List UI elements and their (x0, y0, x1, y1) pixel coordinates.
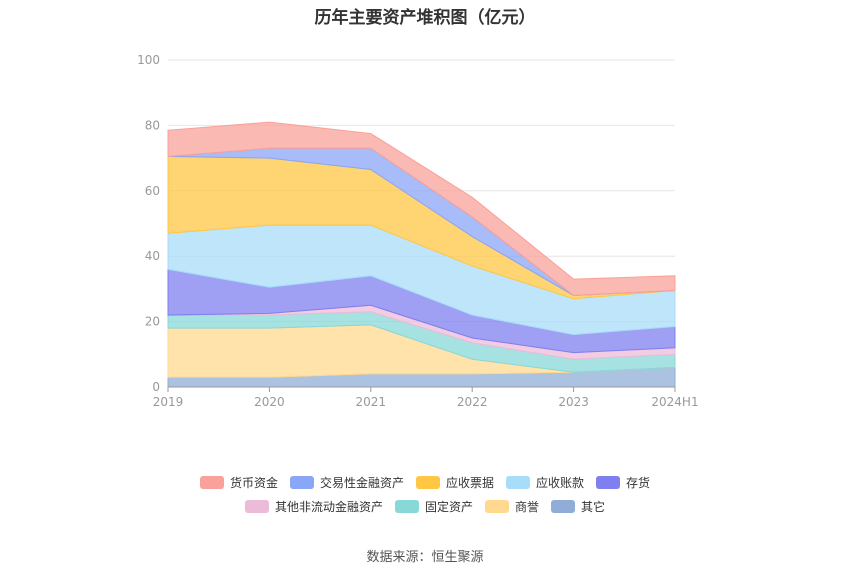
x-tick-label: 2020 (254, 395, 285, 409)
y-tick-label: 60 (145, 184, 160, 198)
legend-row: 货币资金 交易性金融资产 应收票据 应收账款 存货 (0, 474, 850, 491)
legend-label: 应收账款 (536, 476, 585, 490)
x-tick-label: 2023 (558, 395, 589, 409)
x-tick-label: 2021 (356, 395, 387, 409)
legend-label: 商誉 (515, 500, 540, 514)
legend-item[interactable]: 商誉 (485, 498, 539, 515)
y-tick-label: 0 (152, 380, 160, 394)
source-note: 数据来源：恒生聚源 (366, 550, 484, 565)
legend-item[interactable]: 应收票据 (415, 474, 494, 491)
legend-item[interactable]: 应收账款 (506, 474, 584, 491)
legend-swatch (289, 476, 314, 489)
chart-title: 历年主要资产堆积图（亿元） (314, 8, 536, 28)
stacked-area-chart: 0 20 40 60 80 100 2019 2020 2021 2022 2023 2024H1 (137, 53, 699, 409)
legend-label: 货币资金 (229, 476, 278, 490)
legend-item[interactable]: 存货 (596, 474, 650, 491)
legend-swatch (596, 476, 621, 489)
x-tick-label: 2024H1 (651, 395, 698, 409)
area-series (167, 121, 676, 388)
legend-label: 交易性金融资产 (319, 476, 404, 490)
legend-label: 其他非流动金融资产 (274, 500, 383, 514)
legend-label: 应收票据 (445, 476, 494, 490)
y-tick-label: 80 (145, 118, 160, 132)
axes: 0 20 40 60 80 100 2019 2020 2021 2022 2023 2024H1 (137, 53, 699, 409)
y-tick-label: 40 (145, 249, 160, 263)
x-tick-label: 2019 (153, 395, 184, 409)
legend-item[interactable]: 其它 (551, 498, 605, 515)
legend-item[interactable]: 固定资产 (394, 498, 473, 515)
legend-label: 其它 (581, 500, 606, 514)
legend-item[interactable]: 交易性金融资产 (289, 474, 404, 491)
y-tick-label: 100 (137, 53, 160, 67)
legend-swatch (394, 500, 419, 513)
area-货币资金 (167, 121, 676, 296)
legend-item[interactable]: 货币资金 (199, 474, 278, 491)
y-tick-label: 20 (145, 315, 160, 329)
legend-label: 固定资产 (424, 500, 473, 514)
legend-row: 其他非流动金融资产 固定资产 商誉 其它 (0, 498, 850, 515)
legend-swatch (485, 500, 509, 513)
legend-item[interactable]: 其他非流动金融资产 (244, 498, 383, 515)
legend-swatch (415, 476, 440, 489)
legend-swatch (506, 476, 530, 489)
legend-swatch (244, 500, 269, 513)
legend-swatch (551, 500, 576, 513)
legend-swatch (199, 476, 224, 489)
legend-label: 存货 (626, 476, 651, 490)
x-tick-label: 2022 (457, 395, 488, 409)
